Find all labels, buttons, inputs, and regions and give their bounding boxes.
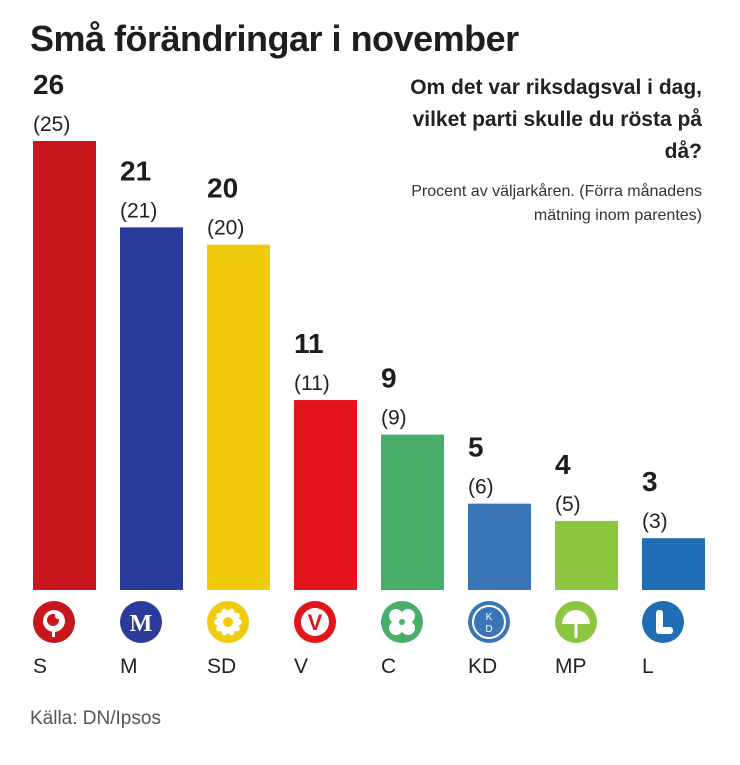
chart-note: Procent av väljarkåren. (Förra månadens … — [411, 183, 702, 224]
bar-s — [33, 141, 96, 590]
category-label-v: V — [294, 655, 308, 678]
previous-label-m: (21) — [120, 199, 157, 222]
chart-title: Små förändringar i november — [30, 18, 519, 59]
v-logo-icon: V — [294, 601, 336, 643]
value-label-c: 9 — [381, 363, 397, 394]
category-label-c: C — [381, 655, 396, 678]
survey-question: Om det var riksdagsval i dag, vilket par… — [410, 76, 702, 163]
value-label-mp: 4 — [555, 449, 571, 480]
previous-label-c: (9) — [381, 407, 407, 430]
previous-label-mp: (5) — [555, 493, 581, 516]
bar-m — [120, 227, 183, 590]
value-label-m: 21 — [120, 155, 151, 186]
c-clover-icon — [381, 601, 423, 643]
bar-kd — [468, 503, 531, 590]
bar-c — [381, 434, 444, 590]
value-label-kd: 5 — [468, 432, 484, 463]
svg-text:K: K — [486, 612, 493, 623]
previous-label-sd: (20) — [207, 217, 244, 240]
svg-text:D: D — [485, 624, 492, 635]
previous-label-s: (25) — [33, 113, 70, 136]
sd-flower-icon — [207, 601, 249, 643]
value-label-sd: 20 — [207, 173, 238, 204]
bar-l — [642, 538, 705, 590]
previous-label-kd: (6) — [468, 476, 494, 499]
svg-text:V: V — [308, 610, 323, 635]
previous-label-v: (11) — [294, 372, 330, 395]
svg-text:M: M — [130, 611, 153, 637]
bar-mp — [555, 520, 618, 590]
l-logo-icon — [642, 601, 684, 643]
s-rose-icon — [33, 601, 75, 643]
category-label-m: M — [120, 655, 138, 678]
bar-v — [294, 400, 357, 590]
category-label-l: L — [642, 655, 654, 678]
category-label-s: S — [33, 655, 47, 678]
category-label-mp: MP — [555, 655, 587, 678]
category-label-sd: SD — [207, 655, 236, 678]
value-label-v: 11 — [294, 328, 324, 359]
bar-chart: 26 (25) S 21 (21) MM 20 (20) SD 11 (11) VV 9 (9) C 5 (6)… — [33, 69, 705, 678]
source-label: Källa: DN/Ipsos — [30, 708, 161, 729]
category-label-kd: KD — [468, 655, 497, 678]
value-label-l: 3 — [642, 466, 658, 497]
previous-label-l: (3) — [642, 510, 668, 533]
kd-logo-icon: KD — [468, 601, 510, 643]
mp-dandelion-icon — [555, 601, 597, 643]
value-label-s: 26 — [33, 69, 64, 100]
bar-sd — [207, 244, 270, 590]
m-logo-icon: M — [120, 601, 162, 643]
